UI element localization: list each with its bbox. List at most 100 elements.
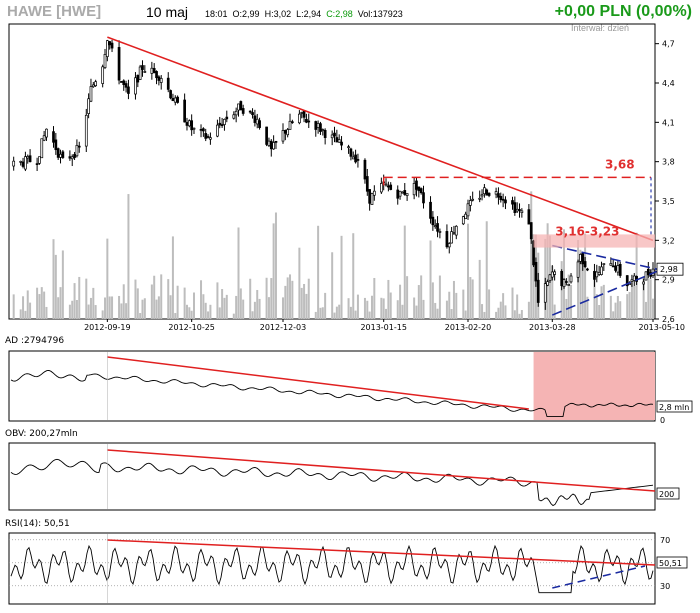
candle-body (241, 108, 245, 114)
volume-bar (354, 310, 357, 319)
volume-bar (43, 291, 46, 319)
candle-body (24, 156, 27, 170)
candle-body (258, 120, 261, 128)
volume-bar (71, 300, 74, 319)
volume-bar (516, 294, 519, 319)
volume-bar (368, 311, 371, 319)
candle-body (176, 96, 179, 103)
candle-body (611, 265, 615, 268)
candle-body (494, 191, 498, 195)
ad-y-tick: 0 (660, 416, 665, 425)
last-price-label: 2,98 (660, 265, 678, 274)
candle-body (518, 209, 521, 211)
volume-bar (106, 238, 109, 319)
volume-bar (221, 289, 224, 319)
volume-bar (314, 311, 317, 319)
volume-bar (518, 313, 521, 319)
candle-body (225, 116, 229, 120)
obv-last-label: 200 (659, 490, 674, 499)
volume-bar (139, 313, 142, 319)
chart-header: HAWE [HWE] 10 maj 18:01 O:2,99 H:3,02 L:… (0, 0, 700, 24)
volume-bar (305, 293, 308, 319)
candle-body (567, 284, 571, 286)
volume-bar (153, 275, 156, 319)
candle-body (593, 270, 596, 280)
volume-bar (614, 302, 617, 319)
volume-bar (118, 295, 121, 319)
candle-body (646, 268, 650, 276)
volume-bar (101, 310, 104, 319)
y-tick-label: 3,8 (662, 158, 675, 167)
candle-body (220, 124, 224, 127)
volume-bar (92, 287, 95, 319)
candle-body (28, 155, 32, 163)
candle-body (417, 186, 421, 192)
volume-bar (399, 284, 402, 319)
candle-body (560, 270, 564, 287)
candle-body (379, 183, 383, 193)
volume-bar (406, 276, 409, 319)
volume-bar (89, 297, 92, 319)
candle-body (45, 128, 48, 138)
volume-bar (157, 296, 160, 319)
x-tick-label: 2013-05-10 (639, 323, 686, 332)
volume-bar (546, 223, 549, 319)
volume-bar (581, 264, 584, 319)
volume-bar (595, 294, 598, 319)
candle-body (543, 283, 547, 303)
candle-body (77, 145, 81, 148)
candle-body (480, 194, 484, 197)
candle-body (461, 216, 465, 225)
candle-body (75, 144, 79, 157)
volume-bar (466, 223, 469, 319)
candle-body (218, 122, 222, 126)
volume-bar (61, 250, 64, 319)
volume-bar (300, 287, 303, 319)
candle-body (499, 196, 503, 201)
volume-bar (218, 307, 221, 319)
candle-body (581, 252, 585, 265)
high-value: H:3,02 (264, 9, 292, 19)
obv-line (10, 458, 654, 507)
candle-body (87, 98, 90, 114)
obv-pane-title: OBV: 200,27mln (5, 429, 78, 439)
volume-bar (366, 300, 369, 319)
volume-bar (455, 292, 458, 319)
volume-bar (29, 302, 32, 319)
volume-bar (579, 249, 582, 319)
volume-bar (200, 280, 203, 319)
candle-body (143, 71, 147, 73)
candle-body (251, 112, 254, 116)
candle-body (136, 74, 140, 83)
down-trendline (107, 36, 654, 242)
y-tick-label: 4,1 (662, 118, 675, 127)
candle-body (103, 54, 107, 69)
date-label: 10 maj (146, 4, 189, 20)
volume-bar (122, 284, 125, 319)
candle-body (534, 262, 538, 282)
volume-bar (317, 225, 320, 319)
volume-bar (265, 277, 268, 319)
rsi-pane-title: RSI(14): 50,51 (5, 519, 70, 529)
volume-bar (464, 310, 467, 319)
volume-bar (567, 274, 570, 319)
candle-body (40, 138, 44, 159)
volume-bar (52, 239, 55, 319)
volume-bar (527, 301, 530, 319)
volume-bar (202, 294, 205, 319)
candle-body (548, 274, 552, 281)
volume-bar (176, 285, 179, 319)
volume-bar (183, 287, 186, 319)
candle-body (429, 201, 432, 219)
candle-body (21, 161, 25, 167)
volume-bar (284, 285, 287, 319)
rsi-pane (8, 532, 656, 605)
volume-bar (626, 294, 629, 319)
ad-trendline (107, 356, 529, 410)
volume-bar (520, 310, 523, 319)
candle-body (187, 120, 191, 127)
annotation-zone: 3,16-3,23 (555, 224, 619, 238)
volume-bar (422, 299, 425, 319)
volume-bar (298, 247, 301, 319)
